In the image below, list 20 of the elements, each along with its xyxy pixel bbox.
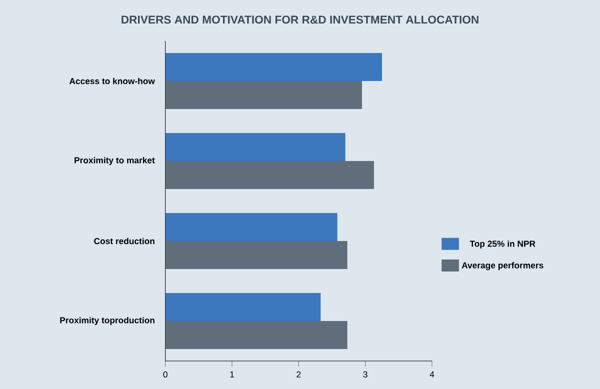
y-tick-label: Access to know-how	[69, 78, 155, 84]
bar	[165, 292, 321, 321]
x-tick-label: 0	[163, 371, 168, 378]
bar	[165, 240, 348, 269]
y-tick-label: Cost reduction	[94, 238, 154, 244]
bar	[165, 80, 362, 109]
legend-label: Average performers	[462, 262, 544, 270]
bar	[165, 53, 382, 81]
x-tick-label: 3	[363, 371, 368, 378]
bar	[165, 132, 346, 161]
y-tick-label: Proximity to market	[74, 156, 155, 166]
chart-title: DRIVERS AND MOTIVATION FOR R&D INVESTMENT ALLOCATION	[122, 16, 478, 24]
bar	[165, 212, 338, 241]
bar	[165, 320, 348, 349]
legend-label: Top 25% in NPR	[470, 240, 536, 249]
y-tick-label: Proximity toproduction	[60, 316, 154, 326]
x-tick-label: 4	[430, 371, 434, 378]
x-tick-label: 2	[296, 371, 301, 378]
x-tick-label: 1	[230, 371, 234, 378]
bar	[165, 160, 374, 189]
